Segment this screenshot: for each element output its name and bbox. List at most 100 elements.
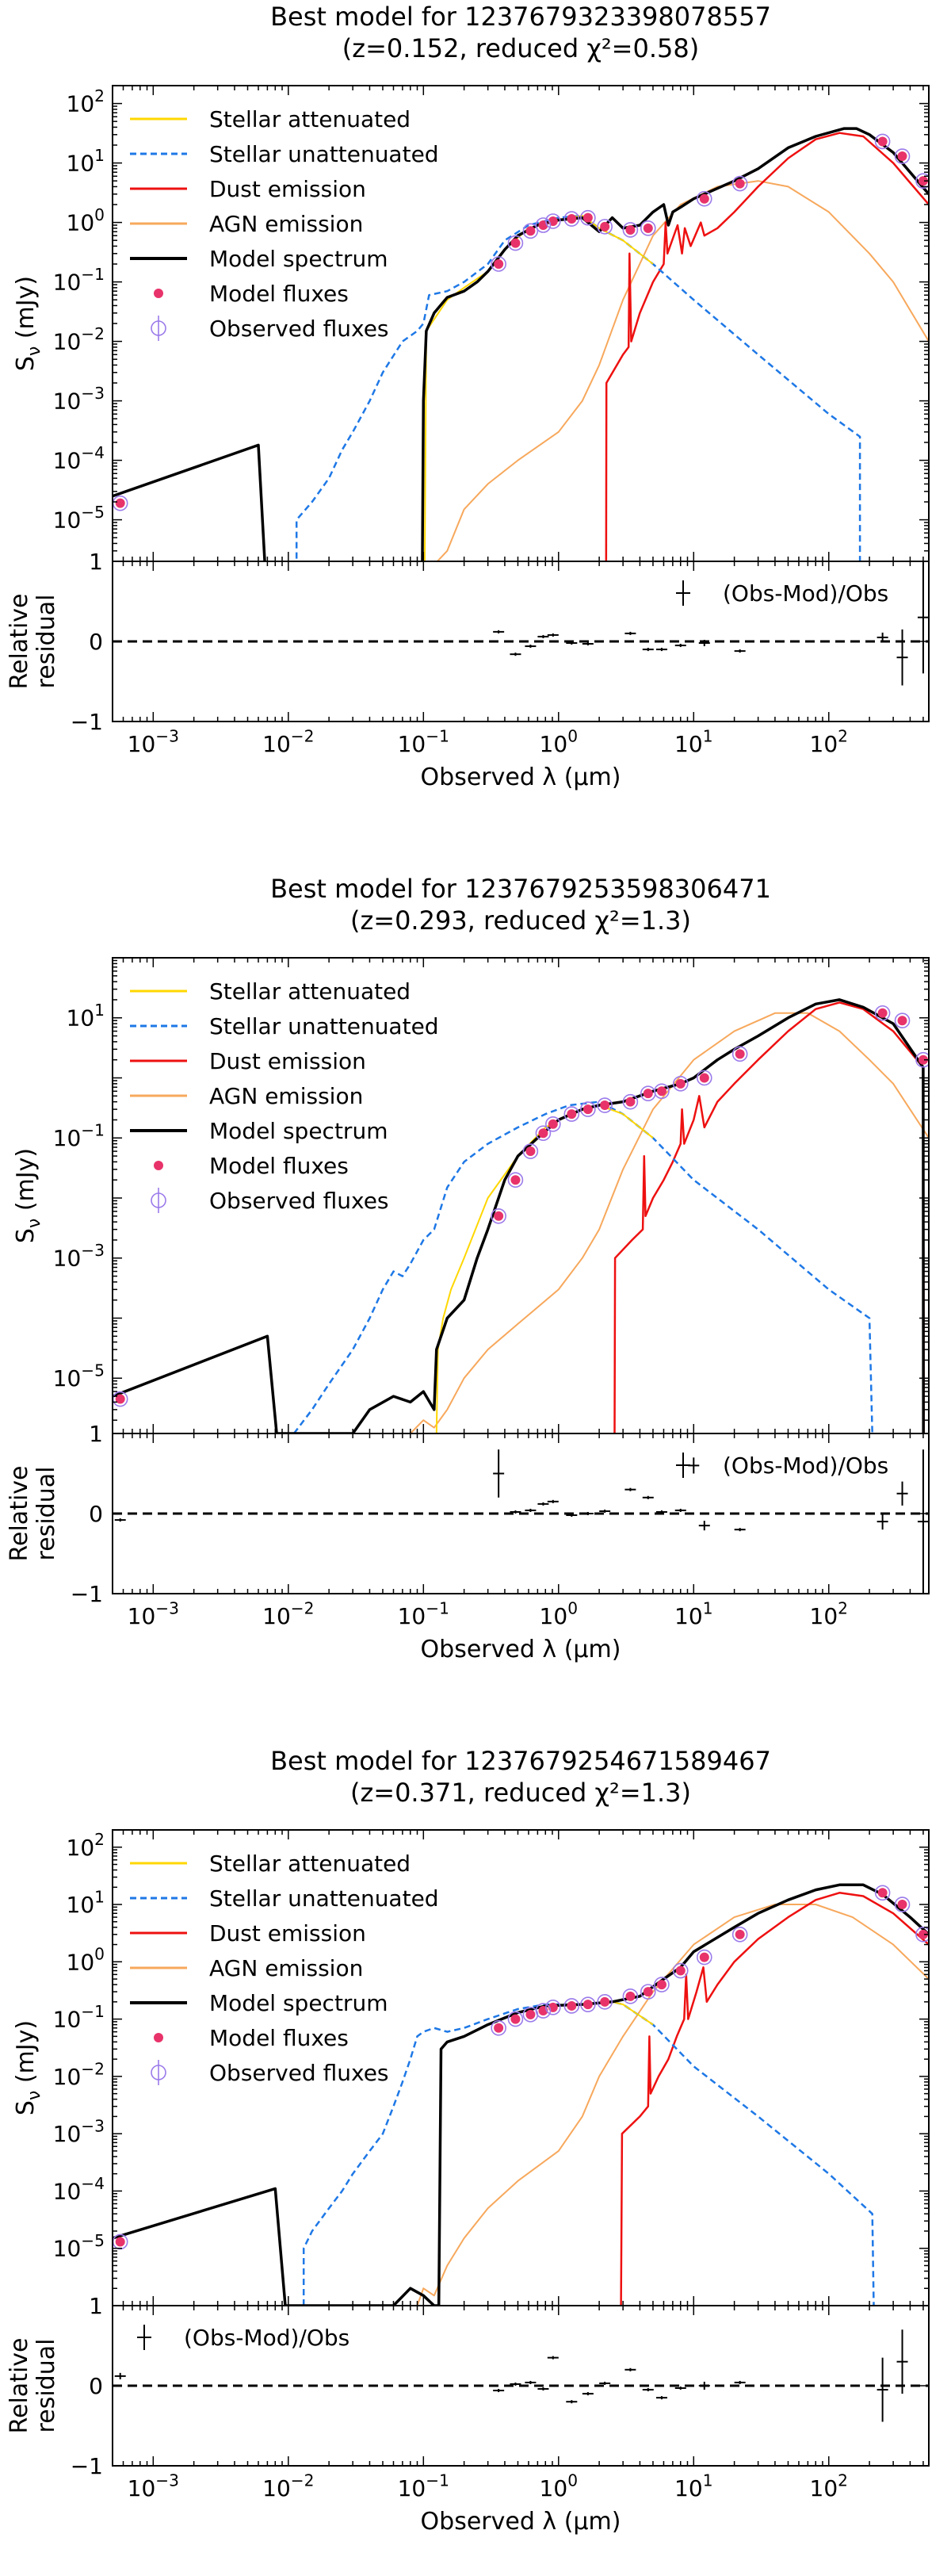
observed-flux-point: [535, 2003, 552, 2019]
x-tick-label: 100: [540, 1598, 578, 1629]
residual-tick-label: −1: [71, 1581, 103, 1607]
series-line-dust-emission: [613, 1001, 925, 1433]
x-ticks: [112, 958, 924, 1594]
observed-flux-point: [580, 209, 596, 226]
model-flux-point: [600, 1996, 610, 2007]
series-line-agn-emission: [410, 1012, 929, 1433]
observed-flux-point: [597, 1994, 613, 2010]
observed-flux-point: [696, 1949, 712, 1965]
observed-flux-point: [874, 1005, 891, 1021]
observed-flux-point: [491, 1208, 506, 1224]
observed-flux-point: [894, 1897, 911, 1912]
x-tick-label: 101: [674, 1598, 712, 1629]
chart-title: Best model for 1237679323398078557: [270, 2, 771, 32]
legend: Stellar attenuated Stellar unattenuated Du…: [130, 1851, 439, 2086]
observed-flux-point: [874, 133, 891, 150]
observed-flux-point: [622, 1093, 639, 1110]
observed-flux-point: [894, 148, 911, 164]
observed-flux-point: [622, 222, 639, 238]
x-axis-label: Observed λ (μm): [421, 764, 621, 791]
model-flux-point: [525, 226, 536, 236]
model-flux-point: [582, 212, 593, 223]
observed-flux-point: [522, 223, 539, 239]
observed-fluxes: [113, 133, 929, 511]
series-line-model-spectrum: [113, 127, 929, 561]
legend-label: Dust emission: [209, 1920, 366, 1946]
observed-flux-point: [672, 1076, 689, 1092]
model-fluxes: [115, 1008, 928, 1404]
y-axis-label: Sν (mJy): [12, 276, 44, 371]
panel-1: Best model for 1237679323398078557(z=0.1…: [6, 2, 930, 791]
legend-label: Observed fluxes: [209, 1188, 389, 1214]
model-flux-point: [897, 151, 907, 162]
residual-tick-label: 0: [89, 629, 103, 655]
observed-flux-point: [597, 219, 613, 235]
legend-label: Stellar attenuated: [209, 978, 411, 1005]
observed-flux-point: [622, 1988, 639, 2004]
residual-points: [114, 2329, 908, 2422]
observed-flux-point: [915, 1051, 929, 1068]
x-tick-label: 101: [674, 726, 712, 757]
y-tick-label: 10−5: [53, 2231, 105, 2262]
legend-label: Observed fluxes: [209, 316, 389, 342]
model-flux-point: [115, 1394, 125, 1404]
series-line-stellar-attenuated: [423, 215, 654, 561]
observed-flux-point: [654, 1977, 670, 1992]
y-tick-label: 10−3: [53, 1241, 105, 1272]
legend-label: Dust emission: [209, 1048, 366, 1074]
observed-flux-point: [731, 1927, 748, 1943]
x-tick-label: 101: [674, 2471, 712, 2501]
legend-label: Stellar attenuated: [209, 1851, 411, 1877]
legend-label: AGN emission: [209, 1083, 363, 1109]
model-flux-point: [567, 1109, 577, 1120]
legend-label: Observed fluxes: [209, 2060, 389, 2086]
model-flux-point: [877, 1008, 888, 1018]
x-tick-label: 10−1: [398, 1598, 449, 1629]
model-flux-point: [625, 1097, 636, 1107]
model-flux-point: [918, 1055, 928, 1065]
y-tick-label: 10−1: [53, 1121, 105, 1152]
chart-subtitle: (z=0.293, reduced χ²=1.3): [350, 905, 691, 936]
model-flux-point: [656, 1980, 666, 1990]
model-flux-point: [699, 193, 709, 204]
model-flux-point: [675, 1965, 686, 1976]
residual-legend-label: (Obs-Mod)/Obs: [723, 580, 888, 607]
observed-flux-point: [507, 1172, 524, 1188]
observed-flux-point: [580, 1996, 596, 2012]
legend-label: Model spectrum: [209, 1118, 388, 1144]
model-flux-point: [115, 2237, 125, 2247]
x-tick-label: 10−3: [128, 2471, 179, 2501]
x-tick-label: 10−2: [262, 2471, 314, 2501]
y-tick-label: 10−2: [53, 2059, 105, 2090]
residual-tick-label: 0: [89, 2373, 103, 2399]
model-flux-point: [675, 1078, 686, 1089]
y-tick-label: 10−1: [53, 265, 105, 296]
residual-ylabel-line1: Relative: [6, 1466, 33, 1562]
legend-label: Model fluxes: [209, 1153, 349, 1179]
observed-flux-point: [915, 1927, 929, 1943]
observed-flux-point: [545, 1116, 561, 1132]
model-flux-point: [582, 1104, 593, 1115]
model-flux-point: [625, 224, 636, 235]
legend-label: Model fluxes: [209, 281, 349, 307]
series-line-stellar-unattenuated: [295, 214, 861, 561]
series-line-agn-emission: [416, 1904, 929, 2306]
series-line-agn-emission: [436, 180, 929, 561]
y-tick-label: 100: [67, 205, 105, 236]
y-axis-label: Sν (mJy): [12, 1148, 44, 1243]
residual-legend-label: (Obs-Mod)/Obs: [184, 2325, 349, 2351]
x-tick-label: 102: [810, 726, 848, 757]
model-flux-point: [538, 1128, 548, 1139]
model-fluxes: [115, 136, 928, 508]
model-flux-point: [877, 1888, 888, 1898]
legend-label: Stellar unattenuated: [209, 1013, 439, 1039]
observed-flux-point: [894, 1012, 911, 1029]
y-tick-label: 100: [67, 1945, 105, 1976]
x-tick-label: 10−1: [398, 726, 449, 757]
observed-flux-point: [640, 220, 656, 236]
model-flux-point: [897, 1016, 907, 1026]
observed-flux-point: [522, 1143, 539, 1159]
series-line-model-spectrum: [113, 1883, 929, 2306]
observed-flux-point: [915, 173, 929, 189]
x-tick-label: 10−1: [398, 2471, 449, 2501]
